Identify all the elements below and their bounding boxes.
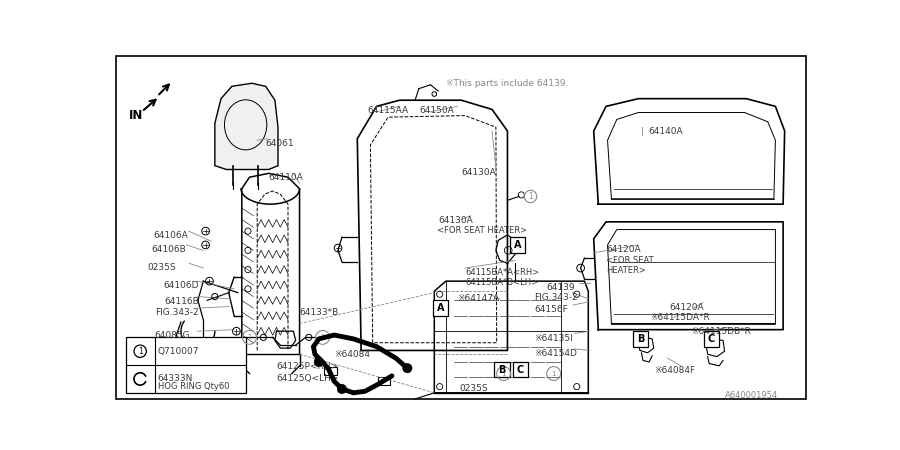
Text: 1: 1	[552, 370, 556, 377]
Bar	[378, 378, 391, 385]
Text: 64115AA: 64115AA	[367, 106, 409, 115]
Text: 1: 1	[528, 192, 533, 201]
Text: 64085G: 64085G	[155, 331, 191, 340]
Bar	[126, 338, 246, 393]
Bar	[433, 301, 448, 316]
Text: 64061: 64061	[265, 139, 293, 148]
Text: 64156F: 64156F	[535, 305, 568, 314]
Text: ※64115DB*R: ※64115DB*R	[690, 327, 751, 336]
Text: 64120A: 64120A	[606, 245, 641, 254]
Text: FIG.343-2: FIG.343-2	[535, 292, 578, 302]
Bar	[494, 362, 509, 378]
Text: 64125Q<LH>: 64125Q<LH>	[276, 374, 339, 382]
Text: <FOR SEAT HEATER>: <FOR SEAT HEATER>	[436, 226, 526, 235]
Text: 64120A: 64120A	[669, 303, 704, 312]
Text: 0235S: 0235S	[460, 383, 489, 392]
Text: ※64135I: ※64135I	[535, 333, 573, 342]
Text: ※64084: ※64084	[334, 351, 370, 360]
Bar	[704, 331, 719, 346]
Text: 64115BA*B<LH>: 64115BA*B<LH>	[465, 278, 538, 287]
Text: 1: 1	[320, 334, 325, 340]
Text: 64106D: 64106D	[163, 281, 199, 290]
Text: 64130A: 64130A	[461, 168, 496, 177]
Text: 64140A: 64140A	[648, 127, 683, 136]
PathPatch shape	[215, 83, 278, 170]
Text: <FOR SEAT: <FOR SEAT	[606, 256, 653, 265]
Text: 64333N: 64333N	[158, 374, 194, 382]
Text: 1: 1	[138, 346, 142, 356]
Text: 64139: 64139	[546, 284, 574, 292]
Text: IN: IN	[129, 109, 143, 122]
Text: A: A	[514, 240, 521, 250]
Text: B: B	[499, 364, 506, 375]
Circle shape	[314, 357, 323, 367]
Text: C: C	[517, 364, 524, 375]
Text: A: A	[436, 303, 445, 313]
Text: 64116B: 64116B	[165, 297, 200, 306]
Text: ※64084F: ※64084F	[653, 366, 695, 375]
Text: 64150A: 64150A	[418, 106, 454, 115]
Text: HEATER>: HEATER>	[606, 266, 646, 275]
Text: C: C	[708, 334, 716, 344]
Bar	[513, 362, 528, 378]
Circle shape	[402, 364, 412, 373]
Text: 64106B: 64106B	[151, 245, 185, 254]
Text: Q710007: Q710007	[158, 346, 200, 356]
Text: ※64147A: ※64147A	[457, 294, 500, 303]
Text: B: B	[637, 334, 644, 344]
Text: 64106A: 64106A	[153, 231, 188, 240]
Bar	[509, 237, 526, 252]
Text: 0235S: 0235S	[148, 263, 176, 272]
Text: 64115BA*A<RH>: 64115BA*A<RH>	[465, 268, 539, 277]
Text: 1: 1	[248, 334, 252, 340]
Text: 64130A: 64130A	[438, 216, 473, 225]
Text: 64125P<RH>: 64125P<RH>	[276, 362, 338, 371]
Bar	[633, 331, 648, 346]
Text: ※This parts include 64139.: ※This parts include 64139.	[446, 79, 568, 88]
Text: HOG RING Qty60: HOG RING Qty60	[158, 382, 230, 391]
Text: 1: 1	[501, 370, 506, 377]
Text: 64110A: 64110A	[269, 173, 303, 182]
Text: A640001954: A640001954	[725, 391, 778, 400]
Circle shape	[338, 384, 346, 394]
Bar	[324, 367, 337, 375]
Text: ※64154D: ※64154D	[535, 349, 577, 358]
Text: 64133*B: 64133*B	[300, 308, 338, 317]
Text: ※64115DA*R: ※64115DA*R	[650, 314, 709, 323]
Text: FIG.343-2: FIG.343-2	[155, 308, 198, 317]
